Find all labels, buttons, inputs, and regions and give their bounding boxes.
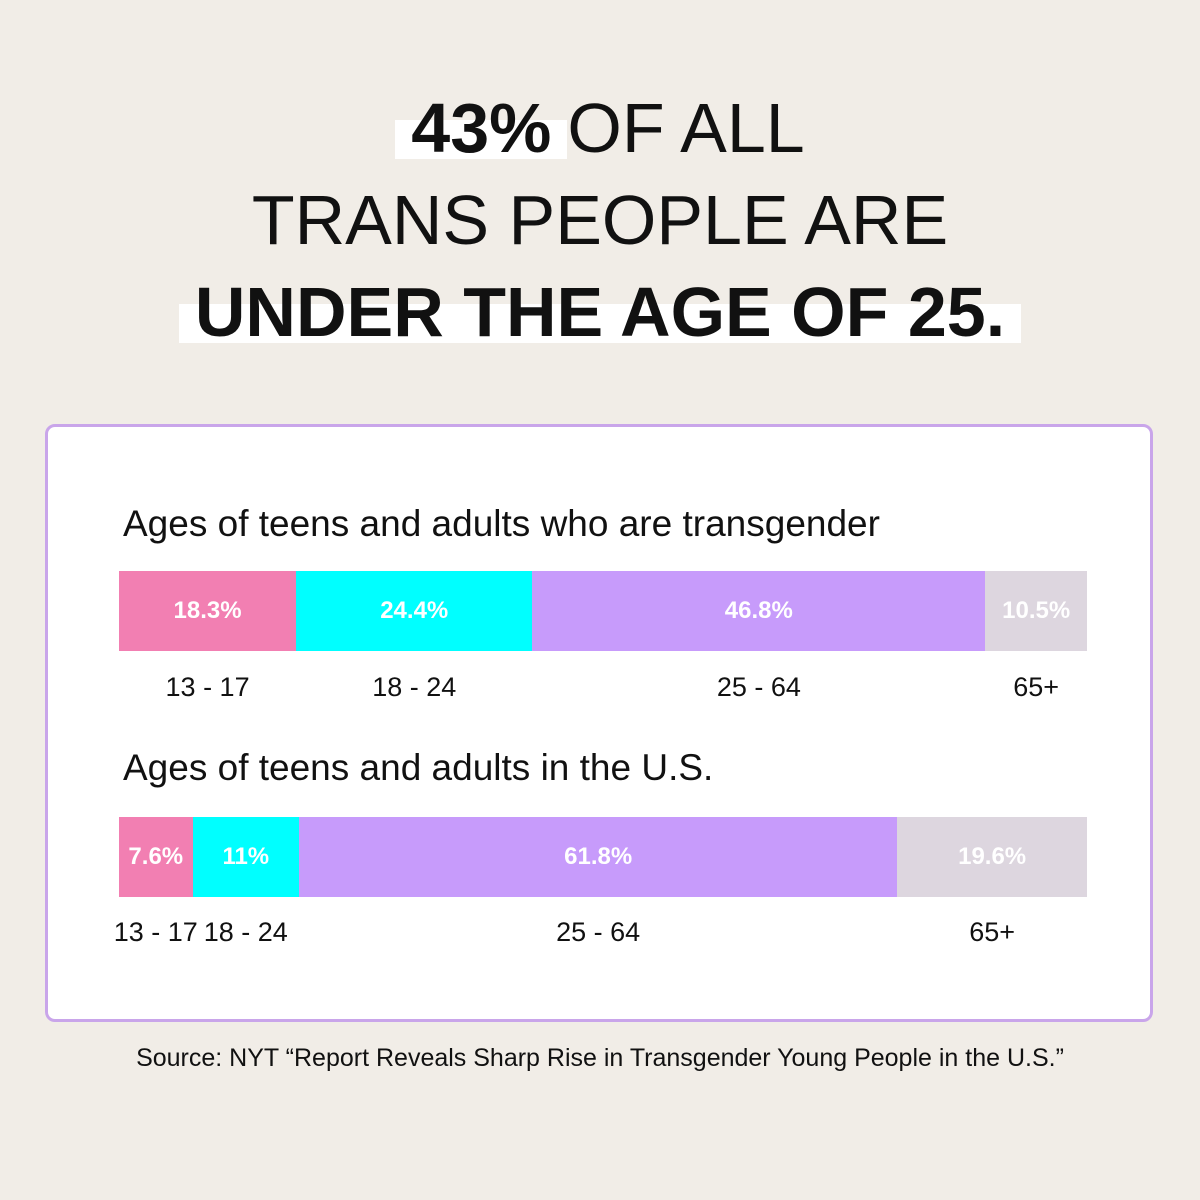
headline-highlight-percent: 43% xyxy=(395,89,568,167)
bar-segment-13-17: 18.3% xyxy=(119,571,297,651)
category-label: 25 - 64 xyxy=(556,917,641,947)
category-label: 18 - 24 xyxy=(203,917,288,947)
chart-title-us: Ages of teens and adults in the U.S. xyxy=(123,747,714,788)
category-label: 18 - 24 xyxy=(372,672,457,702)
chart-card: Ages of teens and adults who are transge… xyxy=(45,424,1153,1022)
category-label: 13 - 17 xyxy=(113,917,198,947)
headline-line-2-text: TRANS PEOPLE ARE xyxy=(251,181,949,259)
bar-segment-18-24: 11% xyxy=(192,817,300,897)
category-label: 13 - 17 xyxy=(165,672,250,702)
chart-title-transgender: Ages of teens and adults who are transge… xyxy=(123,503,880,544)
category-label: 25 - 64 xyxy=(716,672,801,702)
category-labels-transgender: 13 - 17 18 - 24 25 - 64 65+ xyxy=(119,672,1087,712)
bar-segment-65plus: 19.6% xyxy=(897,817,1087,897)
bar-segment-65plus: 10.5% xyxy=(985,571,1087,651)
stacked-bar-transgender: 18.3% 24.4% 46.8% 10.5% xyxy=(119,571,1087,651)
bar-segment-13-17: 7.6% xyxy=(119,817,193,897)
headline-highlight-age: UNDER THE AGE OF 25. xyxy=(178,273,1022,351)
stacked-bar-us: 7.6% 11% 61.8% 19.6% xyxy=(119,817,1087,897)
headline-line-3: UNDER THE AGE OF 25. xyxy=(0,266,1200,358)
bar-segment-25-64: 61.8% xyxy=(299,817,898,897)
bar-segment-25-64: 46.8% xyxy=(532,571,986,651)
headline-line-1: 43% OF ALL xyxy=(0,82,1200,174)
category-label: 65+ xyxy=(969,917,1016,947)
category-label: 65+ xyxy=(1013,672,1060,702)
source-citation: Source: NYT “Report Reveals Sharp Rise i… xyxy=(136,1044,1064,1072)
headline-line-2: TRANS PEOPLE ARE xyxy=(0,174,1200,266)
headline-line-1-rest: OF ALL xyxy=(567,89,805,167)
category-labels-us: 13 - 17 18 - 24 25 - 64 65+ xyxy=(114,917,1087,957)
bar-segment-18-24: 24.4% xyxy=(296,571,533,651)
headline: 43% OF ALL TRANS PEOPLE ARE UNDER THE AGE… xyxy=(0,82,1200,358)
